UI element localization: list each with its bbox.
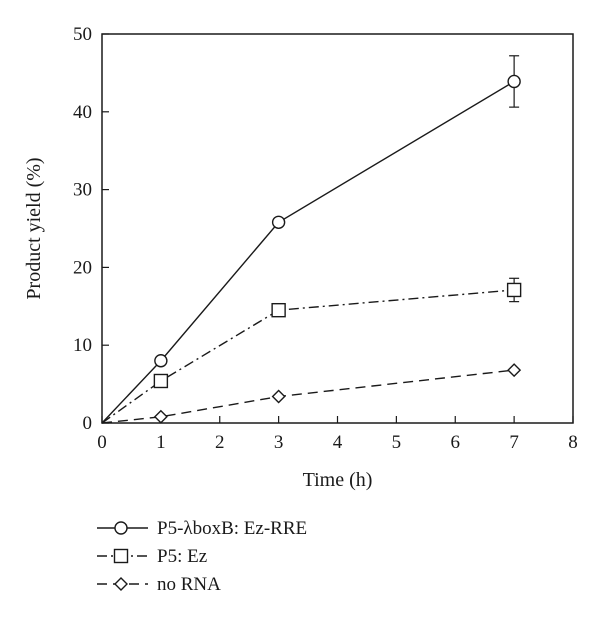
series-square — [101, 277, 522, 424]
data-point-circle — [114, 521, 128, 535]
x-tick-label: 2 — [215, 432, 225, 453]
x-tick-label: 3 — [274, 432, 284, 453]
x-tick-label: 8 — [568, 432, 578, 453]
legend-item-circle: P5-λboxB: Ez-RRE — [97, 518, 307, 539]
series-line — [101, 369, 515, 424]
x-tick-label: 0 — [97, 432, 107, 453]
series-layer — [101, 55, 522, 424]
y-tick-label: 30 — [73, 180, 92, 201]
x-tick-label: 5 — [392, 432, 402, 453]
data-point-diamond — [114, 577, 128, 591]
y-tick-label: 20 — [73, 257, 92, 278]
series-circle — [101, 55, 521, 424]
plot-frame — [101, 33, 574, 424]
x-tick-label: 7 — [509, 432, 519, 453]
data-point-diamond — [153, 409, 168, 424]
legend: P5-λboxB: Ez-RRE P5: Ez no RNA — [97, 518, 307, 595]
data-point-square — [153, 373, 169, 389]
legend-label: no RNA — [157, 574, 221, 595]
data-point-circle — [507, 74, 521, 89]
legend-item-square: P5: Ez — [97, 546, 207, 567]
data-point-diamond — [271, 389, 286, 404]
y-axis-title: Product yield (%) — [23, 157, 45, 299]
data-point-square — [113, 548, 129, 564]
legend-item-diamond: no RNA — [97, 574, 221, 595]
y-tick-label: 0 — [83, 413, 93, 434]
x-tick-label: 4 — [333, 432, 343, 453]
x-tick-label: 6 — [451, 432, 461, 453]
legend-label: P5: Ez — [157, 546, 207, 567]
data-point-circle — [271, 215, 286, 229]
series-line — [101, 80, 515, 424]
series-line — [101, 289, 515, 424]
x-tick-label: 1 — [156, 432, 166, 453]
y-tick-label: 40 — [73, 102, 92, 123]
data-point-square — [506, 282, 522, 298]
y-tick-label: 50 — [73, 24, 92, 45]
data-point-circle — [154, 354, 168, 368]
data-point-diamond — [507, 363, 522, 378]
legend-label: P5-λboxB: Ez-RRE — [157, 518, 307, 539]
data-point-square — [271, 302, 286, 318]
series-diamond — [101, 363, 522, 424]
x-axis-title: Time (h) — [303, 469, 373, 491]
y-tick-label: 10 — [73, 335, 92, 356]
